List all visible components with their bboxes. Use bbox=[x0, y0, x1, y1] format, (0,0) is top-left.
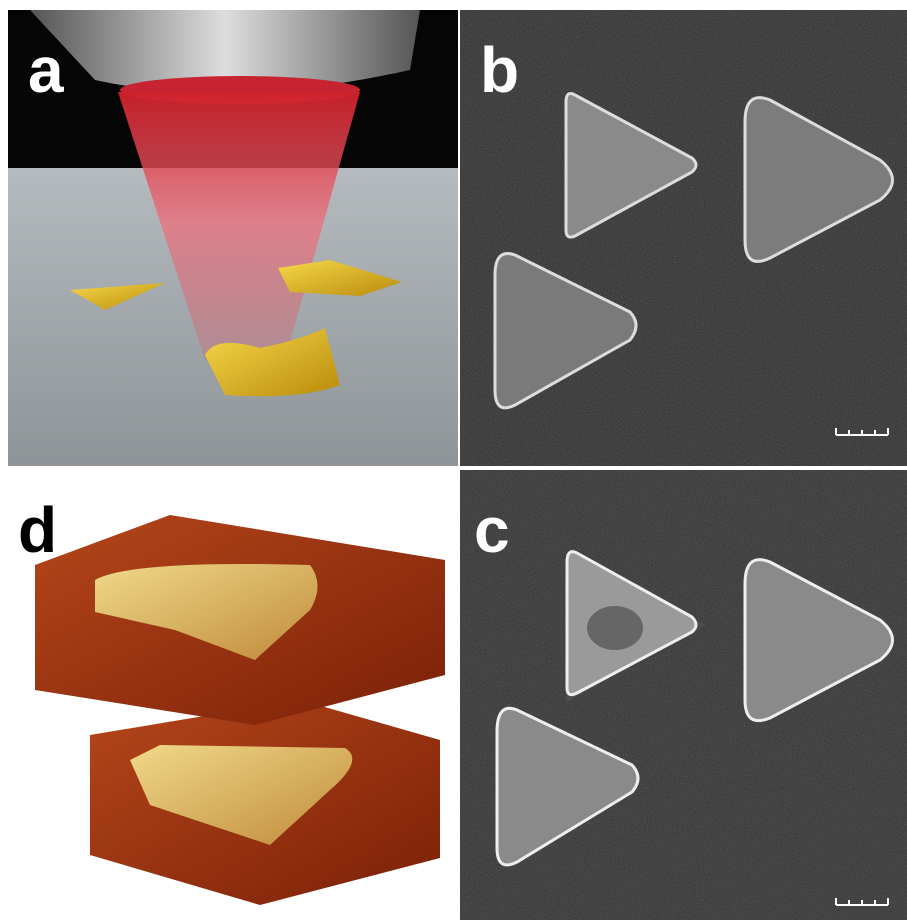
laser-beam bbox=[118, 92, 360, 360]
melted-region bbox=[587, 606, 643, 650]
triangle bbox=[564, 92, 698, 239]
panel-c: c bbox=[460, 470, 907, 920]
gold-flake bbox=[70, 283, 165, 310]
panel-label: c bbox=[474, 494, 510, 566]
triangle bbox=[743, 558, 894, 723]
scale-bar bbox=[835, 898, 889, 906]
afm-triangle bbox=[130, 745, 353, 845]
afm-triangle-melted bbox=[95, 564, 318, 660]
gold-flake-melted bbox=[205, 328, 340, 397]
panel-a: a bbox=[8, 10, 458, 466]
panel-b: b bbox=[460, 10, 907, 466]
objective bbox=[30, 10, 420, 93]
scale-bar bbox=[835, 428, 889, 436]
panel-label: a bbox=[28, 34, 64, 106]
triangle bbox=[495, 706, 640, 867]
panel-label: d bbox=[18, 494, 57, 566]
triangle bbox=[493, 252, 638, 410]
triangle bbox=[743, 96, 894, 263]
gold-flake bbox=[278, 260, 402, 296]
panel-label: b bbox=[480, 34, 519, 106]
panel-d: d bbox=[18, 494, 445, 905]
